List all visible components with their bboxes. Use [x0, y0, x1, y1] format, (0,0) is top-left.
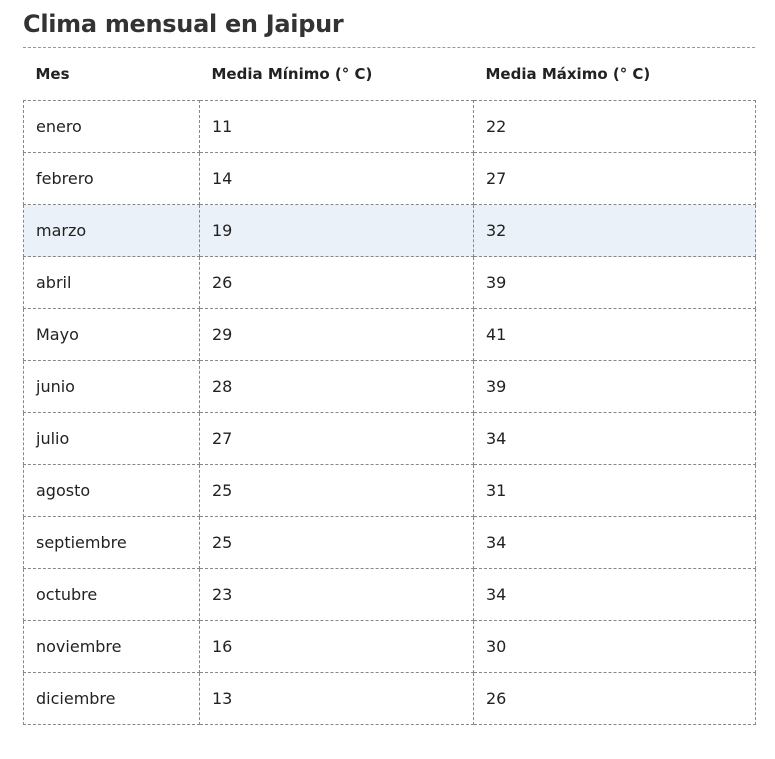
temperature-cell: 22	[473, 100, 756, 153]
temperature-cell: 25	[199, 464, 474, 517]
page-title: Clima mensual en Jaipur	[23, 0, 755, 48]
table-row: noviembre 16 30	[23, 620, 756, 673]
temperature-cell: 11	[199, 100, 474, 153]
table-row: diciembre 13 26	[23, 672, 756, 725]
temperature-cell: 19	[199, 204, 474, 257]
table-body: enero 11 22 febrero 14 27 marzo 19 32 abril 26 39 Ma…	[23, 100, 756, 725]
temperature-cell: 23	[199, 568, 474, 621]
month-cell: Mayo	[23, 308, 200, 361]
temperature-cell: 39	[473, 256, 756, 309]
table-row: Mayo 29 41	[23, 308, 756, 361]
month-cell: junio	[23, 360, 200, 413]
climate-table: Mes Media Mínimo (° C) Media Máximo (° C…	[23, 48, 756, 725]
table-row: febrero 14 27	[23, 152, 756, 205]
month-cell: octubre	[23, 568, 200, 621]
table-row: julio 27 34	[23, 412, 756, 465]
temperature-cell: 26	[199, 256, 474, 309]
temperature-cell: 13	[199, 672, 474, 725]
temperature-cell: 28	[199, 360, 474, 413]
temperature-cell: 14	[199, 152, 474, 205]
column-header: Mes	[35, 65, 70, 83]
temperature-cell: 31	[473, 464, 756, 517]
content: Clima mensual en Jaipur Mes Media Mínimo…	[23, 0, 756, 725]
month-cell: enero	[23, 100, 200, 153]
header-row: Mes Media Mínimo (° C) Media Máximo (° C…	[24, 48, 756, 101]
table-row: marzo 19 32	[23, 204, 756, 257]
month-cell: septiembre	[23, 516, 200, 569]
temperature-cell: 41	[473, 308, 756, 361]
temperature-cell: 16	[199, 620, 474, 673]
table-row: junio 28 39	[23, 360, 756, 413]
month-cell: marzo	[23, 204, 200, 257]
temperature-cell: 34	[473, 516, 756, 569]
month-cell: agosto	[23, 464, 200, 517]
temperature-cell: 29	[199, 308, 474, 361]
temperature-cell: 34	[473, 568, 756, 621]
table-header: Mes Media Mínimo (° C) Media Máximo (° C…	[24, 48, 756, 101]
temperature-cell: 27	[473, 152, 756, 205]
temperature-cell: 30	[473, 620, 756, 673]
temperature-cell: 34	[473, 412, 756, 465]
table-row: enero 11 22	[23, 100, 756, 153]
temperature-cell: 39	[473, 360, 756, 413]
column-header: Media Máximo (° C)	[485, 65, 651, 83]
temperature-cell: 27	[199, 412, 474, 465]
column-header: Media Mínimo (° C)	[211, 65, 373, 83]
month-cell: noviembre	[23, 620, 200, 673]
month-cell: diciembre	[23, 672, 200, 725]
month-cell: abril	[23, 256, 200, 309]
table-row: agosto 25 31	[23, 464, 756, 517]
temperature-cell: 25	[199, 516, 474, 569]
table-row: septiembre 25 34	[23, 516, 756, 569]
table-row: abril 26 39	[23, 256, 756, 309]
month-cell: febrero	[23, 152, 200, 205]
table-row: octubre 23 34	[23, 568, 756, 621]
month-cell: julio	[23, 412, 200, 465]
temperature-cell: 26	[473, 672, 756, 725]
temperature-cell: 32	[473, 204, 756, 257]
